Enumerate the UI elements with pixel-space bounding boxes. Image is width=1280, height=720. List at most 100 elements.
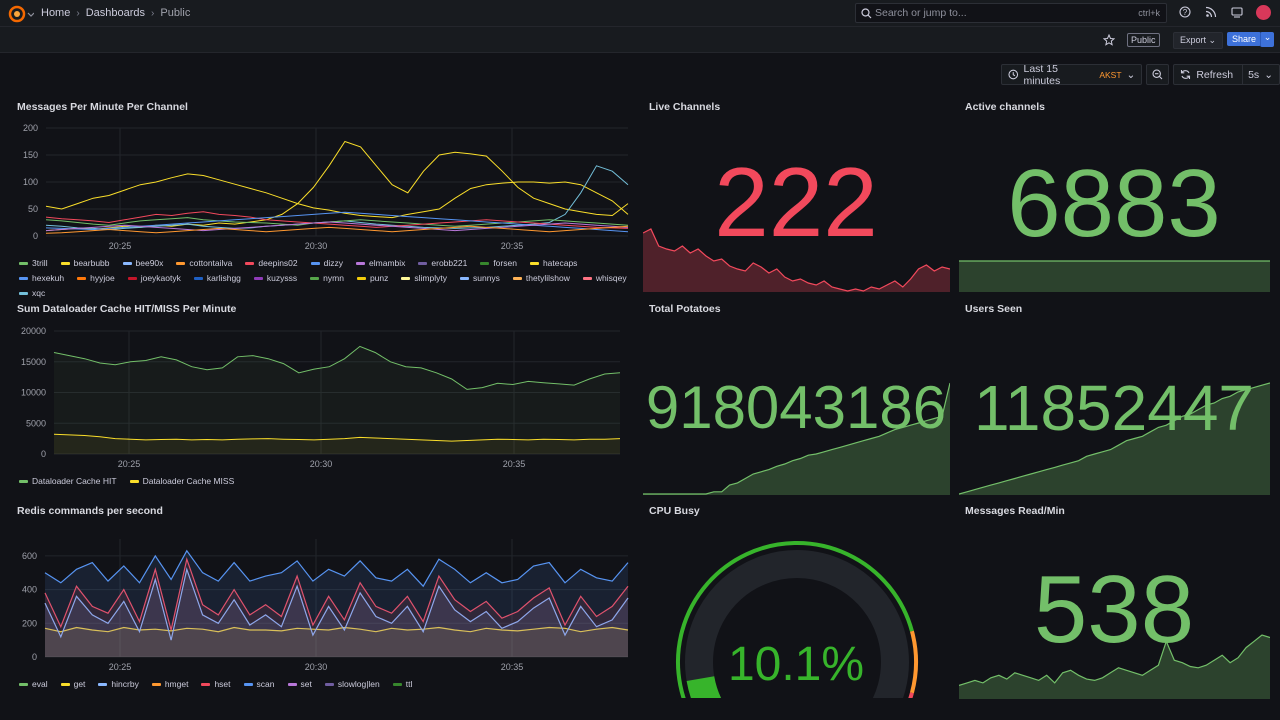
- search-icon: [861, 8, 872, 19]
- share-dropdown-button[interactable]: ⌄: [1260, 32, 1274, 47]
- panel-cpu-busy[interactable]: CPU Busy 10.1%: [642, 500, 950, 700]
- redis-chart[interactable]: 0 200 400 600 20:25 20:30 20:35: [10, 534, 634, 679]
- messages-chart[interactable]: 0 50 100 150 200 20:25 20:30 20:35: [10, 118, 634, 256]
- legend-item[interactable]: hatecaps: [529, 258, 577, 268]
- refresh-interval: 5s: [1248, 68, 1260, 81]
- legend-item[interactable]: elmambix: [356, 258, 405, 268]
- grafana-logo-icon[interactable]: [8, 4, 34, 23]
- legend-item[interactable]: Dataloader Cache MISS: [129, 476, 234, 486]
- help-icon[interactable]: ?: [1179, 6, 1191, 18]
- series-line-hset[interactable]: [44, 557, 629, 631]
- legend-item[interactable]: deepins02: [245, 258, 298, 268]
- legend-item[interactable]: erobb221: [418, 258, 467, 268]
- legend-item[interactable]: cottontailva: [176, 258, 232, 268]
- series-area-hincrby: [45, 569, 628, 657]
- timezone-badge: AKST: [1099, 69, 1122, 80]
- legend-label: slimplyty: [414, 273, 447, 283]
- legend-item[interactable]: xqc: [19, 288, 45, 298]
- news-icon[interactable]: [1231, 6, 1243, 18]
- legend-swatch: [243, 682, 253, 686]
- y-tick-label: 5000: [26, 418, 46, 428]
- series-line-Dataloader-Cache-HIT[interactable]: [53, 345, 621, 390]
- export-button[interactable]: Export ⌄: [1173, 32, 1224, 49]
- zoom-out-button[interactable]: [1146, 64, 1170, 85]
- export-label: Export: [1180, 35, 1207, 45]
- legend-swatch: [60, 261, 70, 265]
- legend-item[interactable]: scan: [243, 679, 275, 689]
- legend-item[interactable]: thetylilshow: [512, 273, 570, 283]
- legend-swatch: [253, 276, 263, 280]
- cache-chart[interactable]: 0 5000 10000 15000 20000 20:25 20:30 20:35: [10, 320, 634, 476]
- legend-item[interactable]: Dataloader Cache HIT: [19, 476, 117, 486]
- x-tick-label: 20:25: [109, 662, 132, 672]
- legend-item[interactable]: 3trill: [19, 258, 48, 268]
- panel-live-channels[interactable]: Live Channels 222: [642, 96, 950, 294]
- refresh-button[interactable]: Refresh 5s ⌄: [1173, 64, 1280, 85]
- gauge-value-arc: [686, 675, 722, 698]
- series-line-Dataloader-Cache-MISS[interactable]: [53, 433, 621, 442]
- legend-item[interactable]: karlishgg: [193, 273, 241, 283]
- legend-item[interactable]: hset: [201, 679, 231, 689]
- legend-item[interactable]: dizzy: [310, 258, 343, 268]
- legend-label: hyyjoe: [90, 273, 115, 283]
- series-line-hincrby[interactable]: [44, 567, 629, 641]
- series-line-elmambix[interactable]: [45, 221, 629, 232]
- panel-dataloader-cache[interactable]: Sum Dataloader Cache HIT/MISS Per Minute…: [10, 298, 634, 494]
- legend-label: xqc: [32, 288, 46, 298]
- panel-redis-commands[interactable]: Redis commands per second 0 200 400 600 20:2…: [10, 500, 634, 700]
- legend-item[interactable]: sunnys: [459, 273, 500, 283]
- share-button[interactable]: Share: [1227, 32, 1262, 46]
- legend-item[interactable]: whisqey: [582, 273, 627, 283]
- legend-item[interactable]: joeykaotyk: [127, 273, 181, 283]
- legend-item[interactable]: hexekuh: [19, 273, 64, 283]
- series-line-cottontailva[interactable]: [45, 225, 629, 234]
- x-tick-label: 20:30: [310, 459, 333, 469]
- rss-feed-icon[interactable]: [1205, 6, 1217, 18]
- legend-label: ttl: [405, 679, 413, 689]
- series-line-deepins02[interactable]: [45, 211, 629, 229]
- time-range-picker[interactable]: Last 15 minutes AKST ⌄: [1001, 63, 1143, 87]
- legend-item[interactable]: hyyjoe: [77, 273, 115, 283]
- legend-item[interactable]: bee90x: [122, 258, 163, 268]
- legend-label: nymn: [323, 273, 344, 283]
- panel-messages-per-minute[interactable]: Messages Per Minute Per Channel 0 50 100 15…: [10, 96, 634, 298]
- y-tick-label: 20000: [21, 326, 46, 336]
- panel-title: CPU Busy: [649, 505, 700, 517]
- legend-item[interactable]: kuzysss: [253, 273, 297, 283]
- series-line-get[interactable]: [44, 626, 629, 633]
- legend-item[interactable]: forsen: [480, 258, 517, 268]
- legend-swatch: [60, 682, 70, 686]
- legend-item[interactable]: set: [287, 679, 312, 689]
- breadcrumb-home[interactable]: Home: [41, 7, 71, 19]
- series-line-scan[interactable]: [44, 549, 629, 588]
- legend-item[interactable]: eval: [19, 679, 48, 689]
- panel-messages-read[interactable]: Messages Read/Min 538: [958, 500, 1270, 700]
- legend-item[interactable]: nymn: [310, 273, 344, 283]
- panel-title: Sum Dataloader Cache HIT/MISS Per Minute: [17, 303, 237, 315]
- search-input[interactable]: Search or jump to... ctrl+k: [855, 3, 1167, 23]
- total-potatoes-sparkline: [643, 382, 950, 495]
- breadcrumb-dashboards[interactable]: Dashboards: [85, 7, 146, 19]
- legend-label: karlishgg: [206, 273, 241, 283]
- series-line-bearbubb[interactable]: [45, 173, 629, 219]
- panel-users-seen[interactable]: Users Seen 11852447: [958, 298, 1270, 496]
- legend-item[interactable]: hincrby: [98, 679, 139, 689]
- star-icon[interactable]: [1103, 34, 1115, 46]
- gauge-track: [685, 550, 909, 698]
- breadcrumb: Home › Dashboards › Public: [41, 7, 190, 19]
- panel-active-channels[interactable]: Active channels 6883: [958, 96, 1270, 294]
- legend-label: cottontailva: [189, 258, 233, 268]
- legend-item[interactable]: bearbubb: [60, 258, 110, 268]
- legend-item[interactable]: ttl: [392, 679, 413, 689]
- legend-item[interactable]: punz: [356, 273, 388, 283]
- series-line-3trill[interactable]: [45, 217, 629, 227]
- legend-item[interactable]: hmget: [151, 679, 188, 689]
- avatar[interactable]: [1256, 5, 1271, 20]
- legend-item[interactable]: slowlog|len: [324, 679, 380, 689]
- stat-value: 222: [714, 147, 878, 257]
- search-shortcut: ctrl+k: [1138, 8, 1160, 18]
- y-tick-label: 50: [28, 204, 38, 214]
- panel-total-potatoes[interactable]: Total Potatoes 918043186: [642, 298, 950, 496]
- legend-item[interactable]: get: [60, 679, 85, 689]
- legend-item[interactable]: slimplyty: [401, 273, 447, 283]
